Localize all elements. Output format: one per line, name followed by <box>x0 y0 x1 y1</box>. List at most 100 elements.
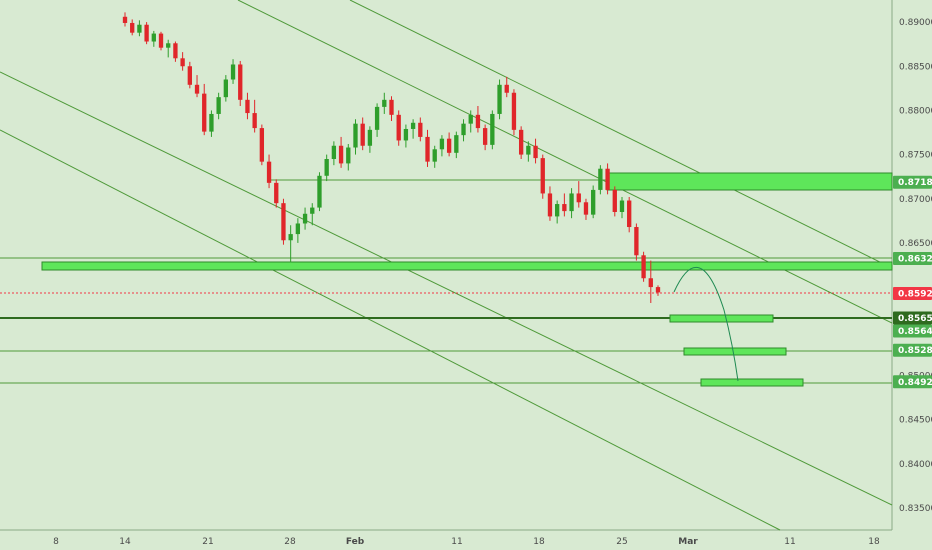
candle-body <box>324 159 329 176</box>
price-tag-label: 0.85927 <box>898 290 932 300</box>
price-tag-label: 0.85652 <box>898 314 932 324</box>
candle-body <box>266 161 272 183</box>
candle-body <box>641 255 646 279</box>
time-axis-labels: 8 14 21 28 Feb 11 18 25 Mar 11 18 <box>53 537 880 547</box>
zone-0-8718[interactable] <box>606 172 893 191</box>
time-axis-label: Feb <box>346 537 365 547</box>
candle-body <box>245 99 250 114</box>
support-resistance-zones[interactable] <box>41 172 893 387</box>
zone-0-8632[interactable] <box>41 261 893 271</box>
candle-body <box>346 147 351 164</box>
candle-body <box>482 128 488 145</box>
candle-body <box>461 123 466 136</box>
candle-body <box>475 114 481 129</box>
candle-body <box>605 168 610 190</box>
candle-body <box>166 43 171 48</box>
candle-body <box>137 24 142 33</box>
channel-line-lower-2[interactable] <box>0 129 781 531</box>
candle-body <box>122 16 128 23</box>
target-box-2[interactable] <box>683 347 787 356</box>
projection-arc[interactable] <box>673 266 739 382</box>
candle-body <box>468 114 473 124</box>
target-box-3[interactable] <box>700 378 804 387</box>
time-axis-label: 21 <box>202 537 213 547</box>
time-axis-label: 28 <box>284 537 296 547</box>
candle-body <box>583 202 589 215</box>
candle-body <box>338 145 344 164</box>
price-tag-box <box>893 287 932 301</box>
candle-body <box>396 114 401 141</box>
candle-body <box>130 22 135 33</box>
candle-body <box>230 64 236 80</box>
candle-body <box>627 200 632 228</box>
candle-body <box>648 278 653 288</box>
candle-body <box>533 145 538 159</box>
candlestick-series <box>122 12 661 303</box>
candle-body <box>562 204 567 212</box>
candle-body <box>180 58 185 67</box>
time-axis-label: 8 <box>53 537 59 547</box>
price-axis-background[interactable] <box>892 0 932 530</box>
candle-body <box>547 193 553 217</box>
price-tag-box <box>893 175 932 189</box>
candle-body <box>194 84 200 94</box>
trend-channel-lines[interactable] <box>0 0 893 531</box>
candle-body <box>454 135 459 153</box>
time-axis-label: Mar <box>678 537 698 547</box>
candle-body <box>389 99 394 115</box>
candle-body <box>540 158 545 194</box>
candle-body <box>331 145 337 159</box>
price-axis-tags: 0.87187 0.86324 0.85927 0.85652 0.85641 0.852… <box>893 175 932 389</box>
candle-body <box>252 113 257 129</box>
candle-body <box>302 213 308 224</box>
candle-body <box>446 138 452 153</box>
candle-body <box>518 129 524 155</box>
candle-body <box>511 92 517 130</box>
candle-body <box>209 113 214 132</box>
candle-body <box>634 227 639 256</box>
candle-body <box>281 203 286 241</box>
candle-body <box>432 149 437 162</box>
candle-body <box>591 189 596 215</box>
price-tick-label: 0.83500 <box>899 504 932 514</box>
time-axis-label: 11 <box>784 537 795 547</box>
candle-body <box>612 189 617 212</box>
candle-body <box>144 24 149 42</box>
price-tag-label: 0.85641 <box>898 327 932 337</box>
candle-body <box>598 168 603 190</box>
candle-body <box>576 193 581 203</box>
price-tag-box <box>893 324 932 338</box>
candle-body <box>418 122 423 137</box>
candle-body <box>490 113 495 145</box>
candle-body <box>555 204 560 217</box>
candle-body <box>410 122 416 129</box>
price-tag-label: 0.86324 <box>898 254 932 264</box>
channel-line-upper-2[interactable] <box>349 0 893 269</box>
price-tag-box <box>893 251 932 265</box>
price-tag-label: 0.87187 <box>898 178 932 188</box>
candle-body <box>497 84 502 114</box>
candle-body <box>295 223 301 235</box>
candle-body <box>439 138 445 150</box>
candle-body <box>202 93 207 132</box>
candle-body <box>187 66 192 85</box>
time-axis-label: 18 <box>533 537 545 547</box>
price-tag-label: 0.85285 <box>898 346 932 356</box>
time-axis-label: 18 <box>868 537 880 547</box>
candle-body <box>216 97 221 114</box>
time-axis-label: 25 <box>616 537 627 547</box>
candle-body <box>655 287 661 293</box>
channel-line-lower-1[interactable] <box>0 71 893 506</box>
time-axis-label: 14 <box>119 537 131 547</box>
candle-body <box>569 193 574 212</box>
target-box-1[interactable] <box>669 314 774 323</box>
time-axis-background[interactable] <box>0 530 932 550</box>
candle-body <box>353 123 358 148</box>
candle-body <box>173 43 178 59</box>
